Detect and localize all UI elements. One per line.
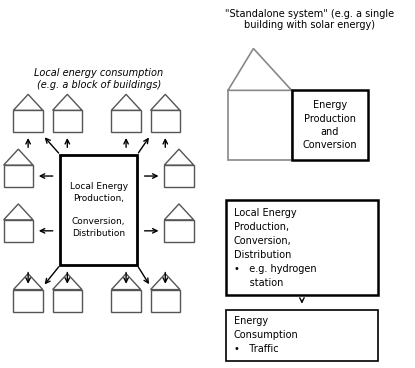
Polygon shape [4, 204, 33, 220]
Polygon shape [111, 94, 141, 110]
Bar [164, 220, 194, 242]
Polygon shape [164, 149, 194, 165]
Bar [13, 110, 43, 132]
Text: "Standalone system" (e.g. a single
building with solar energy): "Standalone system" (e.g. a single build… [225, 9, 394, 30]
Bar [151, 290, 180, 312]
Polygon shape [228, 49, 292, 91]
Bar [61, 155, 137, 265]
Polygon shape [4, 149, 33, 165]
Polygon shape [13, 274, 43, 290]
Polygon shape [13, 94, 43, 110]
Polygon shape [53, 274, 82, 290]
Polygon shape [151, 94, 180, 110]
Bar [226, 309, 378, 361]
Bar [4, 220, 33, 242]
Text: Energy
Consumption
•   Traffic: Energy Consumption • Traffic [234, 315, 299, 354]
Bar [53, 110, 82, 132]
Bar [53, 290, 82, 312]
Polygon shape [151, 274, 180, 290]
Polygon shape [164, 204, 194, 220]
Text: Local energy consumption
(e.g. a block of buildings): Local energy consumption (e.g. a block o… [34, 68, 163, 90]
Text: Local Energy
Production,

Conversion,
Distribution: Local Energy Production, Conversion, Dis… [70, 182, 128, 238]
Text: Energy
Production
and
Conversion: Energy Production and Conversion [303, 100, 357, 150]
Bar [111, 290, 141, 312]
Bar [164, 165, 194, 187]
Text: Local Energy
Production,
Conversion,
Distribution
•   e.g. hydrogen
     station: Local Energy Production, Conversion, Dis… [234, 208, 317, 288]
Bar [13, 290, 43, 312]
Bar [226, 200, 378, 294]
Polygon shape [111, 274, 141, 290]
Bar [292, 91, 368, 160]
Bar [228, 91, 292, 160]
Polygon shape [53, 94, 82, 110]
Bar [4, 165, 33, 187]
Bar [111, 110, 141, 132]
Bar [151, 110, 180, 132]
